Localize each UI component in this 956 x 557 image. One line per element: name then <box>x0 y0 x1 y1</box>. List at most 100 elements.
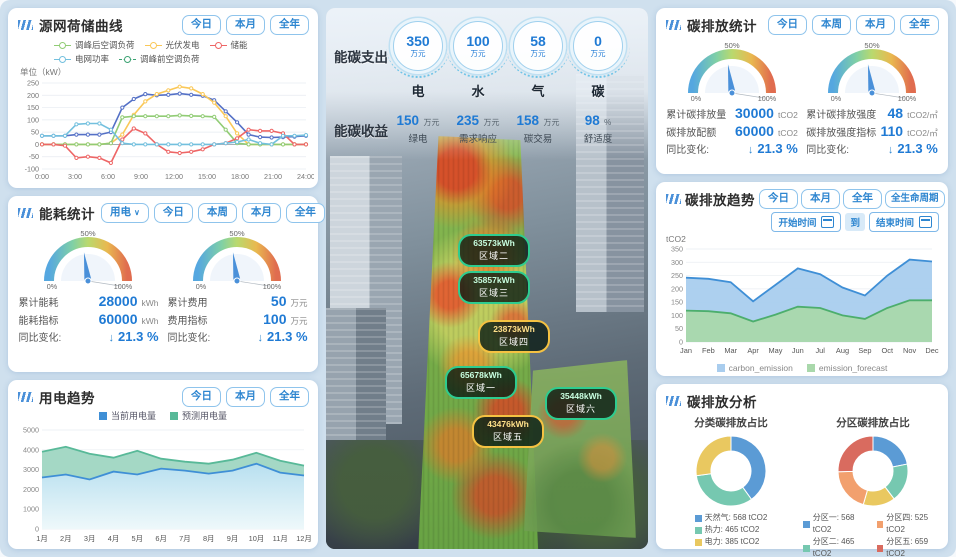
legend-item-emission_forecast[interactable]: emission_forecast <box>806 363 887 373</box>
carbon-trend-range-button-1[interactable]: 今日 <box>759 189 798 209</box>
stat-row: 费用指标 100 万元 <box>167 310 308 327</box>
legend-item-调峰后空调负荷[interactable]: 调峰后空调负荷 <box>54 39 135 51</box>
panel-icon <box>18 208 33 218</box>
svg-text:Jul: Jul <box>815 346 825 355</box>
carbon-trend-range-button-3[interactable]: 全年 <box>843 189 882 209</box>
svg-text:0%: 0% <box>831 94 842 103</box>
usage-range-button-1[interactable]: 今日 <box>182 387 221 407</box>
svg-text:0: 0 <box>679 338 683 347</box>
donut-chart <box>695 435 767 507</box>
svg-text:250: 250 <box>27 79 39 88</box>
legend-item-分区二[interactable]: 分区二: 465 tCO2 <box>803 536 869 557</box>
expense-item-电: 350 万元电 <box>386 21 450 100</box>
carbon-trend-timerange-buttons: 今日 本月 全年 全生命周期 <box>759 189 945 209</box>
svg-text:Oct: Oct <box>882 346 894 355</box>
legend-item-carbon_emission[interactable]: carbon_emission <box>716 363 793 373</box>
arrow-down-icon: ↓ <box>108 332 115 344</box>
svg-text:200: 200 <box>27 91 39 100</box>
svg-text:Mar: Mar <box>724 346 737 355</box>
donut-title: 分区碳排放占比 <box>836 417 910 429</box>
stat-row: 累计碳排放量 30000 tCO2 <box>666 105 798 121</box>
chevron-down-icon: ∨ <box>134 208 140 217</box>
legend-item-调峰前空调负荷[interactable]: 调峰前空调负荷 <box>119 53 200 65</box>
income-item-绿电: 150 万元 绿电 <box>396 113 440 145</box>
svg-text:5月: 5月 <box>132 534 144 543</box>
svg-text:100%: 100% <box>114 282 133 291</box>
svg-text:50%: 50% <box>81 229 96 238</box>
zone-label-区域二[interactable]: 63573kWh 区域二 <box>458 234 530 268</box>
carbon-stats-range-button-2[interactable]: 本周 <box>812 15 851 35</box>
carbon-trend-range-button-4[interactable]: 全生命周期 <box>885 189 945 209</box>
svg-text:350: 350 <box>671 245 683 254</box>
panel-icon <box>666 20 681 30</box>
carbon-stats-range-button-3[interactable]: 本月 <box>856 15 895 35</box>
panel-title: 碳排放统计 <box>687 19 757 34</box>
curve-range-button-2[interactable]: 本月 <box>226 15 265 35</box>
legend-item-电力[interactable]: 电力: 385 tCO2 <box>694 536 768 548</box>
energy-range-button-1[interactable]: 今日 <box>153 203 193 223</box>
end-date-picker[interactable]: 结束时间 <box>868 212 939 232</box>
legend-item-当前用电量[interactable]: 当前用电量 <box>98 409 156 422</box>
energy-range-button-2[interactable]: 本周 <box>197 203 237 223</box>
start-date-picker[interactable]: 开始时间 <box>771 212 842 232</box>
panel-icon <box>18 392 33 402</box>
carbon-stats-range-button-1[interactable]: 今日 <box>768 15 807 35</box>
zone-label-区域五[interactable]: 43476kWh 区域五 <box>472 415 544 449</box>
zone-label-区域六[interactable]: 35448kWh 区域六 <box>545 387 617 421</box>
curve-timerange-buttons: 今日 本月 全年 <box>182 15 309 35</box>
income-item-舒适度: 98 % 舒适度 <box>583 113 613 145</box>
panel-usage-trend: 用电趋势 今日 本月 全年 当前用电量 预测用电量 0 1000 2000 3000 4000… <box>8 380 318 549</box>
svg-text:15:00: 15:00 <box>198 172 216 181</box>
svg-text:250: 250 <box>671 271 683 280</box>
usage-range-button-3[interactable]: 全年 <box>270 387 309 407</box>
income-item-碳交易: 158 万元 碳交易 <box>516 113 560 145</box>
legend-item-预测用电量[interactable]: 预测用电量 <box>170 409 227 422</box>
carbon-trend-range-button-2[interactable]: 本月 <box>801 189 840 209</box>
legend-item-分区四[interactable]: 分区四: 525 tCO2 <box>877 512 943 536</box>
svg-text:11月: 11月 <box>273 534 288 543</box>
zone-label-区域三[interactable]: 35857kWh 区域三 <box>458 271 530 305</box>
legend-item-天然气[interactable]: 天然气: 568 tCO2 <box>694 512 767 524</box>
svg-text:50%: 50% <box>724 41 739 50</box>
svg-text:4000: 4000 <box>23 445 39 454</box>
carbon-stats-range-button-4[interactable]: 全年 <box>900 15 939 35</box>
svg-text:-100: -100 <box>25 165 39 174</box>
usage-legend: 当前用电量 预测用电量 <box>8 407 318 422</box>
legend-item-光伏发电[interactable]: 光伏发电 <box>144 39 200 51</box>
panel-icon <box>666 396 681 406</box>
svg-text:0%: 0% <box>196 282 207 291</box>
curve-range-button-3[interactable]: 全年 <box>270 15 309 35</box>
income-items: 150 万元 绿电 235 万元 需求响应 158 万元 碳交易 98 % 舒适度 <box>388 112 628 145</box>
panel-icon <box>666 194 681 204</box>
svg-text:21:00: 21:00 <box>264 172 282 181</box>
svg-text:3:00: 3:00 <box>68 172 82 181</box>
carbon-stats-timerange-buttons: 今日 本周 本月 全年 <box>768 15 939 35</box>
svg-text:100%: 100% <box>263 282 282 291</box>
zone-label-区域四[interactable]: 23873kWh 区域四 <box>478 320 550 354</box>
energy-range-button-3[interactable]: 本月 <box>241 203 281 223</box>
income-label: 能碳收益 <box>334 124 388 139</box>
building-block <box>326 308 386 458</box>
svg-text:4月: 4月 <box>108 534 120 543</box>
legend-item-分区一[interactable]: 分区一: 568 tCO2 <box>803 512 869 536</box>
energy-type-dropdown[interactable]: 用电 ∨ <box>101 203 149 223</box>
panel-title: 能耗统计 <box>39 207 95 222</box>
curve-range-button-1[interactable]: 今日 <box>182 15 221 35</box>
svg-text:Dec: Dec <box>925 346 938 355</box>
curve-legend: 调峰后空调负荷 光伏发电 储能电网功率 调峰前空调负荷 <box>8 35 318 65</box>
energy-gauge-2: 50% 0% 100% 累计费用 50 万元 费用指标 100 万元 同比变化: ↓ 21.3 % <box>167 225 307 346</box>
svg-text:0:00: 0:00 <box>35 172 49 181</box>
legend-item-热力[interactable]: 热力: 465 tCO2 <box>694 524 768 536</box>
legend-item-储能[interactable]: 储能 <box>209 39 248 51</box>
svg-text:Apr: Apr <box>747 346 759 355</box>
usage-range-button-2[interactable]: 本月 <box>226 387 265 407</box>
building-digital-twin: 能碳支出 350 万元电 100 万元水 58 万元气 0 万元碳 能碳收益 150 万元 绿电… <box>326 8 648 549</box>
arrow-down-icon: ↓ <box>887 144 894 156</box>
panel-carbon-stats: 碳排放统计 今日 本周 本月 全年 50% 0% 100% 累计碳排放量 30000 tCO2 碳… <box>656 8 948 174</box>
energy-range-button-4[interactable]: 全年 <box>285 203 325 223</box>
zone-label-区域一[interactable]: 65678kWh 区域一 <box>445 366 517 400</box>
legend-item-分区五[interactable]: 分区五: 659 tCO2 <box>877 536 943 557</box>
legend-item-电网功率[interactable]: 电网功率 <box>54 53 109 65</box>
svg-text:0%: 0% <box>691 94 702 103</box>
stat-row: 累计费用 50 万元 <box>167 293 308 309</box>
